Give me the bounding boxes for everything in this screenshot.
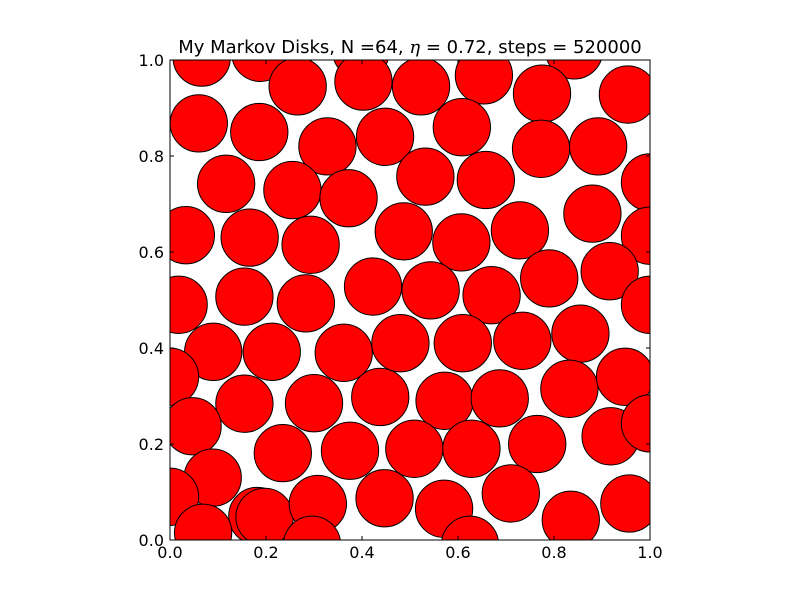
disk-66 (173, 503, 233, 540)
disk-46 (551, 304, 610, 363)
chart-title: My Markov Disks, N =64, η = 0.72, steps … (178, 37, 642, 58)
disk-19 (319, 169, 378, 228)
disk-31 (170, 275, 208, 334)
disk-54 (595, 347, 650, 406)
y-tick-label: 1.0 (139, 51, 164, 70)
disk-43 (371, 314, 430, 373)
disk-8 (512, 64, 572, 123)
disks-layer (170, 60, 650, 540)
disk-10 (170, 94, 228, 153)
x-tick-label: 0.6 (445, 543, 470, 562)
y-tick-label: 0.8 (139, 147, 164, 166)
disk-48 (215, 374, 274, 433)
x-tick-label: 1.0 (637, 543, 662, 562)
disk-37 (520, 249, 579, 308)
disk-29 (490, 201, 550, 260)
disk-45 (493, 311, 552, 370)
y-tick-label: 0.4 (139, 339, 164, 358)
disk-49 (284, 374, 344, 433)
disk-55 (170, 397, 222, 456)
disk-34 (343, 257, 403, 316)
disk-15 (511, 119, 571, 178)
disk-44 (433, 314, 492, 373)
disk-26 (281, 215, 340, 274)
disk-17 (197, 154, 256, 213)
disk-4 (268, 60, 327, 116)
disk-7 (454, 60, 514, 105)
disk-12 (298, 117, 357, 176)
disk-9 (598, 65, 650, 124)
y-tick-label: 0.2 (139, 435, 164, 454)
disk-22 (563, 184, 622, 243)
disk-0 (172, 60, 231, 87)
disk-6 (391, 60, 451, 116)
disk-16 (569, 117, 628, 176)
disk-18 (263, 160, 322, 220)
disk-42 (314, 323, 373, 382)
disk-53 (540, 359, 599, 418)
x-tick-labels: 0.0 0.2 0.4 0.6 0.8 1.0 (157, 543, 662, 562)
disk-71 (481, 464, 540, 523)
disk-36 (462, 266, 521, 325)
disk-56 (253, 423, 312, 483)
disk-5 (334, 60, 393, 111)
disk-20 (396, 147, 455, 206)
title-suffix: = 0.72, steps = 520000 (420, 37, 642, 58)
disk-25 (220, 208, 279, 267)
disk-60 (508, 414, 567, 474)
x-tick-label: 0.8 (541, 543, 566, 562)
axes-frame (169, 59, 651, 541)
y-tick-label: 0.0 (139, 531, 164, 550)
disk-59 (442, 419, 501, 478)
x-tick-label: 0.2 (253, 543, 278, 562)
disk-27 (374, 202, 433, 261)
title-prefix: My Markov Disks, N =64, (178, 37, 409, 58)
disk-47 (170, 347, 200, 406)
disk-41 (242, 322, 301, 381)
y-tick-labels: 0.0 0.2 0.4 0.6 0.8 1.0 (139, 51, 164, 550)
disk-75 (441, 515, 499, 540)
disk-33 (276, 274, 335, 333)
disk-74 (283, 515, 341, 540)
disk-21 (456, 150, 515, 210)
disk-73 (600, 474, 650, 533)
disk-28 (432, 213, 491, 272)
disk-50 (351, 367, 410, 427)
disk-58 (385, 419, 444, 478)
ticks-layer (169, 59, 651, 541)
y-tick-label: 0.6 (139, 243, 164, 262)
disk-24 (170, 206, 215, 265)
disk-32 (215, 267, 274, 326)
disk-11 (230, 102, 289, 162)
disk-13 (355, 107, 415, 166)
disk-14 (432, 98, 491, 157)
disk-52 (470, 369, 529, 428)
x-tick-label: 0.4 (349, 543, 374, 562)
disk-35 (401, 261, 460, 320)
x-tick-label: 0.0 (157, 543, 182, 562)
disk-57 (320, 421, 380, 480)
title-eta-symbol: η (409, 37, 420, 58)
disk-69 (355, 469, 414, 528)
disk-38 (580, 242, 639, 301)
disk-72 (541, 490, 600, 540)
